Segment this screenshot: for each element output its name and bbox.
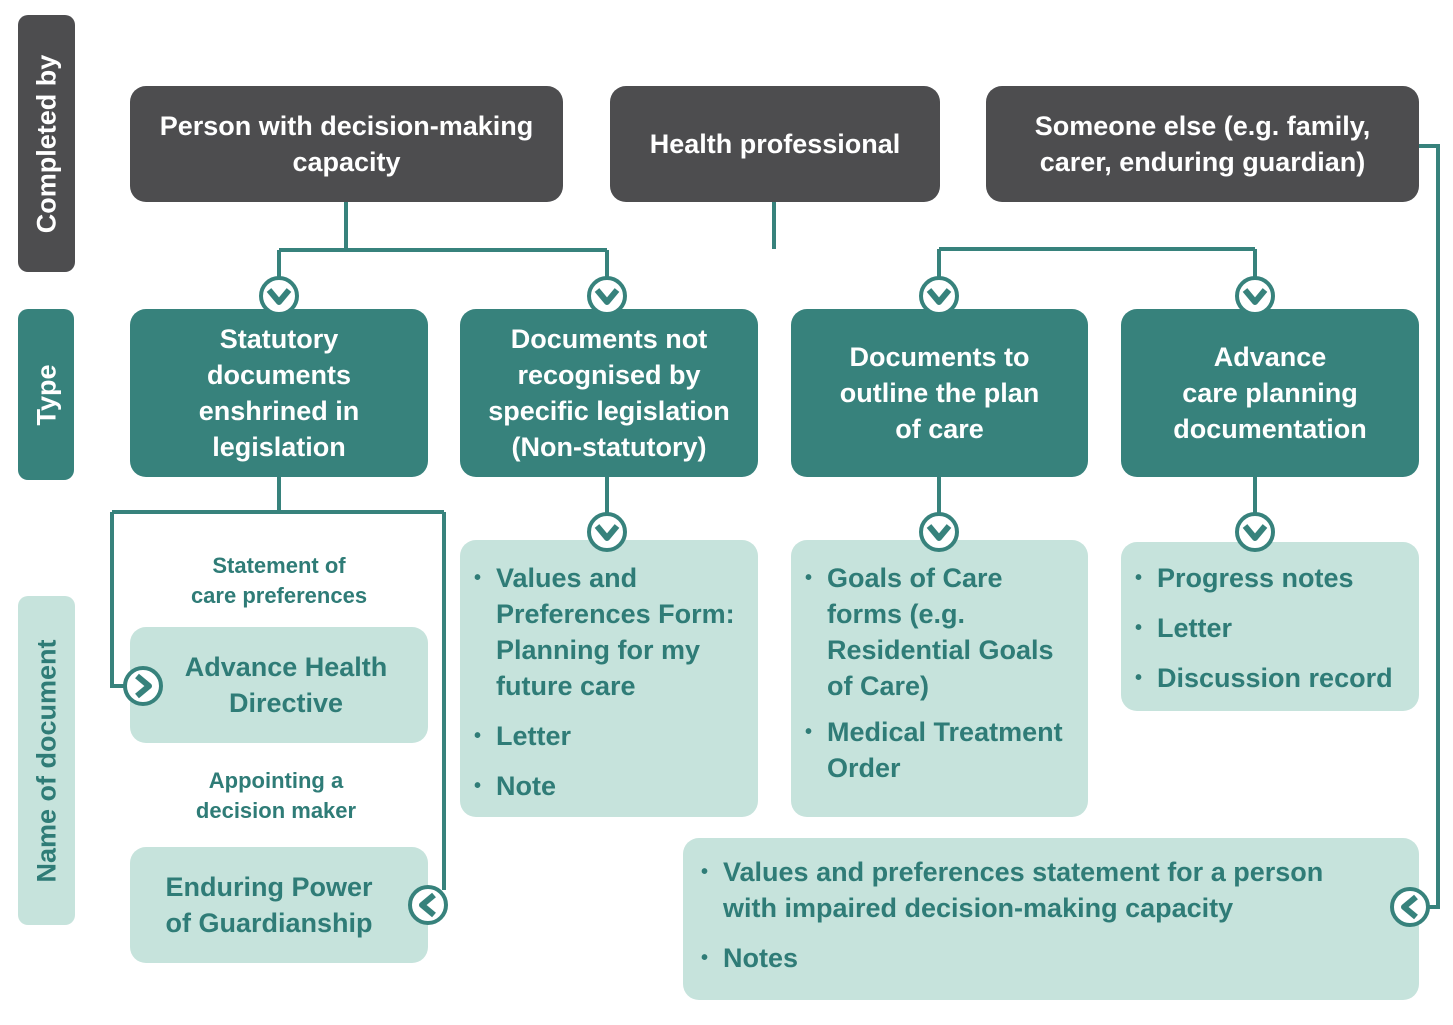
chevron-down-icon — [919, 276, 959, 316]
connector-line — [1419, 144, 1440, 909]
text: Enduring Power — [165, 872, 373, 902]
text: enshrined in — [198, 396, 360, 426]
chevron-down-icon — [919, 512, 959, 552]
type-statutory: Statutory documents enshrined in legislatio… — [130, 309, 428, 477]
completer-health-professional: Health professional — [610, 86, 940, 202]
side-label-type: Type — [18, 309, 74, 480]
text: Health professional — [649, 129, 901, 159]
connector-line — [605, 477, 1257, 515]
list-item: Medical Treatment Order — [805, 714, 1074, 786]
text: care preferences — [190, 583, 368, 608]
list-item: Progress notes — [1135, 560, 1393, 596]
side-label-completed-by: Completed by — [18, 15, 75, 272]
text: Documents to — [849, 342, 1030, 372]
text: recognised by — [517, 360, 701, 390]
list-item: Note — [474, 768, 744, 804]
doc-list: Values and preferences statement for a p… — [701, 854, 1359, 976]
text: carer, enduring guardian) — [1039, 147, 1366, 177]
list-item: Goals of Care forms (e.g. Residential Go… — [805, 560, 1074, 704]
completer-someone-else: Someone else (e.g. family, carer, endurin… — [986, 86, 1419, 202]
connector-line — [277, 202, 609, 280]
text: of Guardianship — [165, 908, 373, 938]
type-plan-of-care: Documents to outline the plan of care — [791, 309, 1088, 477]
chevron-down-icon — [1235, 276, 1275, 316]
connector-line — [772, 202, 1257, 280]
list-item: Values and preferences statement for a p… — [701, 854, 1359, 926]
text: Person with decision-making — [159, 111, 534, 141]
text: specific legislation — [488, 396, 730, 426]
chevron-down-icon — [259, 276, 299, 316]
chevron-left-icon — [408, 885, 448, 925]
docs-non-statutory: Values and Preferences Form: Planning fo… — [460, 540, 758, 817]
text: Advance — [1213, 342, 1327, 372]
doc-list: Values and Preferences Form: Planning fo… — [474, 560, 744, 804]
doc-advance-health-directive: Advance Health Directive — [130, 627, 428, 743]
text: decision maker — [195, 798, 357, 823]
text: Appointing a — [208, 768, 344, 793]
text: Statement of — [212, 553, 346, 578]
completer-person: Person with decision-making capacity — [130, 86, 563, 202]
text: Statutory — [219, 324, 339, 354]
chevron-right-icon — [123, 666, 163, 706]
text: outline the plan — [839, 378, 1040, 408]
doc-list: Progress notes Letter Discussion record — [1135, 560, 1393, 696]
chevron-left-icon — [1390, 887, 1430, 927]
list-item: Notes — [701, 940, 1359, 976]
text: Someone else (e.g. family, — [1034, 111, 1371, 141]
side-label-name-of-document: Name of document — [18, 596, 75, 925]
docs-someone-else: Values and preferences statement for a p… — [683, 838, 1419, 1000]
doc-list: Goals of Care forms (e.g. Residential Go… — [805, 560, 1074, 786]
type-non-statutory: Documents not recognised by specific legis… — [460, 309, 758, 477]
docs-acp: Progress notes Letter Discussion record — [1121, 542, 1419, 711]
text: capacity — [292, 147, 401, 177]
text: Documents not — [510, 324, 708, 354]
list-item: Discussion record — [1135, 660, 1393, 696]
label-statement-of-care-preferences: Statement of care preferences — [130, 551, 428, 611]
text: care planning — [1182, 378, 1358, 408]
connector-line — [110, 477, 446, 890]
text: Directive — [228, 688, 344, 718]
list-item: Values and Preferences Form: Planning fo… — [474, 560, 744, 704]
chevron-down-icon — [587, 512, 627, 552]
chevron-down-icon — [587, 276, 627, 316]
label-appointing-decision-maker: Appointing a decision maker — [127, 766, 425, 826]
text: documentation — [1173, 414, 1367, 444]
doc-enduring-power-of-guardianship: Enduring Power of Guardianship — [130, 847, 428, 963]
list-item: Letter — [474, 718, 744, 754]
text: of care — [895, 414, 984, 444]
chevron-down-icon — [1235, 512, 1275, 552]
type-acp-documentation: Advance care planning documentation — [1121, 309, 1419, 477]
text: documents — [206, 360, 352, 390]
docs-plan-of-care: Goals of Care forms (e.g. Residential Go… — [791, 540, 1088, 817]
list-item: Letter — [1135, 610, 1393, 646]
text: (Non-statutory) — [511, 432, 707, 462]
text: legislation — [212, 432, 346, 462]
text: Advance Health — [184, 652, 388, 682]
